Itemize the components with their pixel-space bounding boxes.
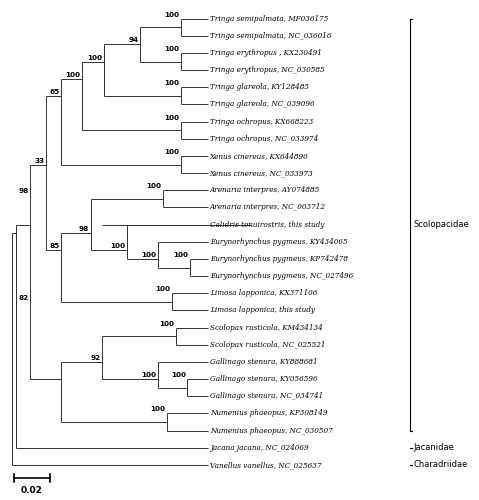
- Text: Tringa ochropus, KX668223: Tringa ochropus, KX668223: [210, 118, 313, 126]
- Text: 100: 100: [164, 80, 179, 86]
- Text: Eurynorhynchus pygmeus, KY434065: Eurynorhynchus pygmeus, KY434065: [210, 238, 347, 246]
- Text: Xenus cinereus, KX644890: Xenus cinereus, KX644890: [210, 152, 308, 160]
- Text: 85: 85: [50, 244, 60, 250]
- Text: Tringa glareola, KY128485: Tringa glareola, KY128485: [210, 84, 309, 92]
- Text: Tringa erythropus, NC_030585: Tringa erythropus, NC_030585: [210, 66, 324, 74]
- Text: Jacanidae: Jacanidae: [414, 444, 455, 452]
- Text: 100: 100: [142, 252, 157, 258]
- Text: 100: 100: [65, 72, 80, 78]
- Text: 100: 100: [110, 244, 125, 250]
- Text: 100: 100: [160, 320, 175, 326]
- Text: 92: 92: [91, 355, 101, 361]
- Text: Tringa semipalmata, NC_036016: Tringa semipalmata, NC_036016: [210, 32, 331, 40]
- Text: 100: 100: [155, 286, 170, 292]
- Text: 100: 100: [164, 149, 179, 155]
- Text: Limosa lapponica, this study: Limosa lapponica, this study: [210, 306, 315, 314]
- Text: Eurynorhynchus pygmeus, NC_027496: Eurynorhynchus pygmeus, NC_027496: [210, 272, 353, 280]
- Text: 100: 100: [171, 372, 186, 378]
- Text: Tringa ochropus, NC_033974: Tringa ochropus, NC_033974: [210, 135, 318, 143]
- Text: Arenaria interpres, NC_003712: Arenaria interpres, NC_003712: [210, 204, 326, 212]
- Text: Limosa lapponica, KX371106: Limosa lapponica, KX371106: [210, 290, 317, 298]
- Text: 0.02: 0.02: [21, 486, 43, 494]
- Text: 94: 94: [128, 38, 139, 44]
- Text: Calidris tenuirostris, this study: Calidris tenuirostris, this study: [210, 220, 324, 228]
- Text: Gallinago stenura, KY056596: Gallinago stenura, KY056596: [210, 375, 318, 383]
- Text: 100: 100: [173, 252, 188, 258]
- Text: Eurynorhynchus pygmeus, KP742478: Eurynorhynchus pygmeus, KP742478: [210, 255, 348, 263]
- Text: 98: 98: [79, 226, 89, 232]
- Text: Scolopax rusticola, NC_025521: Scolopax rusticola, NC_025521: [210, 341, 325, 349]
- Text: Xenus cinereus, NC_033973: Xenus cinereus, NC_033973: [210, 169, 314, 177]
- Text: 98: 98: [18, 188, 28, 194]
- Text: 100: 100: [142, 372, 157, 378]
- Text: Tringa erythropus , KX230491: Tringa erythropus , KX230491: [210, 49, 322, 57]
- Text: 65: 65: [50, 89, 60, 95]
- Text: 100: 100: [164, 12, 179, 18]
- Text: 100: 100: [151, 406, 166, 412]
- Text: 100: 100: [164, 114, 179, 120]
- Text: 100: 100: [146, 184, 161, 190]
- Text: Tringa glareola, NC_039096: Tringa glareola, NC_039096: [210, 100, 314, 108]
- Text: Gallinago stenura, NC_034741: Gallinago stenura, NC_034741: [210, 392, 323, 400]
- Text: Jacana jacana, NC_024069: Jacana jacana, NC_024069: [210, 444, 308, 452]
- Text: Scolopacidae: Scolopacidae: [414, 220, 469, 229]
- Text: Scolopax rusticola, KM434134: Scolopax rusticola, KM434134: [210, 324, 322, 332]
- Text: Tringa semipalmata, MF036175: Tringa semipalmata, MF036175: [210, 14, 328, 22]
- Text: Numenius phaeopus, KP308149: Numenius phaeopus, KP308149: [210, 410, 327, 418]
- Text: Numenius phaeopus, NC_030507: Numenius phaeopus, NC_030507: [210, 426, 332, 434]
- Text: 100: 100: [88, 54, 103, 60]
- Text: Gallinago stenura, KY888681: Gallinago stenura, KY888681: [210, 358, 318, 366]
- Text: Vanellus vanellus, NC_025637: Vanellus vanellus, NC_025637: [210, 461, 321, 469]
- Text: 82: 82: [18, 295, 28, 301]
- Text: Charadriidae: Charadriidae: [414, 460, 468, 469]
- Text: Arenaria interpres, AY074885: Arenaria interpres, AY074885: [210, 186, 320, 194]
- Text: 33: 33: [34, 158, 44, 164]
- Text: 100: 100: [164, 46, 179, 52]
